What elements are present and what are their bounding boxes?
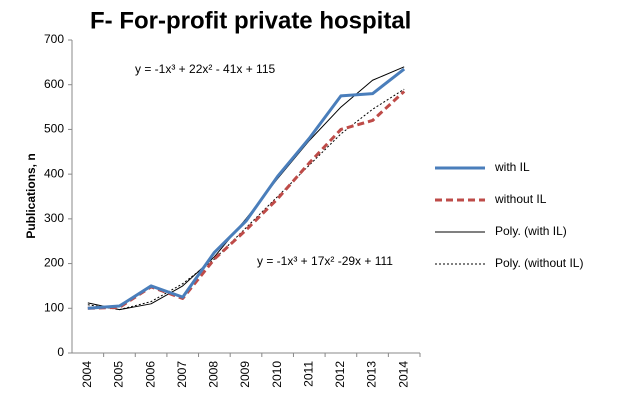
y-tick-label: 0 (57, 345, 64, 359)
annotation: y = -1x³ + 17x² -29x + 111 (257, 254, 393, 268)
x-tick-label: 2004 (80, 361, 94, 388)
y-tick-label: 700 (44, 32, 64, 46)
annotation: y = -1x³ + 22x² - 41x + 115 (135, 62, 276, 76)
x-tick-label: 2014 (396, 361, 410, 388)
y-tick-label: 600 (44, 77, 64, 91)
legend-label: without IL (494, 192, 547, 206)
y-tick-label: 100 (44, 300, 64, 314)
x-tick-label: 2006 (143, 361, 157, 388)
y-tick-label: 300 (44, 211, 64, 225)
x-tick-label: 2008 (207, 361, 221, 388)
series-line (87, 67, 406, 310)
series-line (87, 90, 406, 310)
x-tick-label: 2005 (112, 361, 126, 388)
x-tick-label: 2013 (365, 361, 379, 388)
legend-label: Poly. (without IL) (495, 256, 583, 270)
x-tick-label: 2009 (238, 361, 252, 388)
series-line (87, 66, 405, 311)
x-tick-label: 2010 (270, 361, 284, 388)
legend-label: with IL (494, 160, 530, 174)
x-tick-label: 2012 (333, 361, 347, 388)
y-tick-label: 500 (44, 122, 64, 136)
x-tick-label: 2011 (301, 361, 315, 387)
chart-title: F- For-profit private hospital (90, 7, 411, 34)
y-tick-label: 200 (44, 256, 64, 270)
series-line (87, 88, 405, 311)
y-axis-label: Publications, n (24, 153, 38, 238)
y-tick-label: 400 (44, 166, 64, 180)
x-tick-label: 2007 (175, 361, 189, 388)
legend-label: Poly. (with IL) (495, 224, 567, 238)
